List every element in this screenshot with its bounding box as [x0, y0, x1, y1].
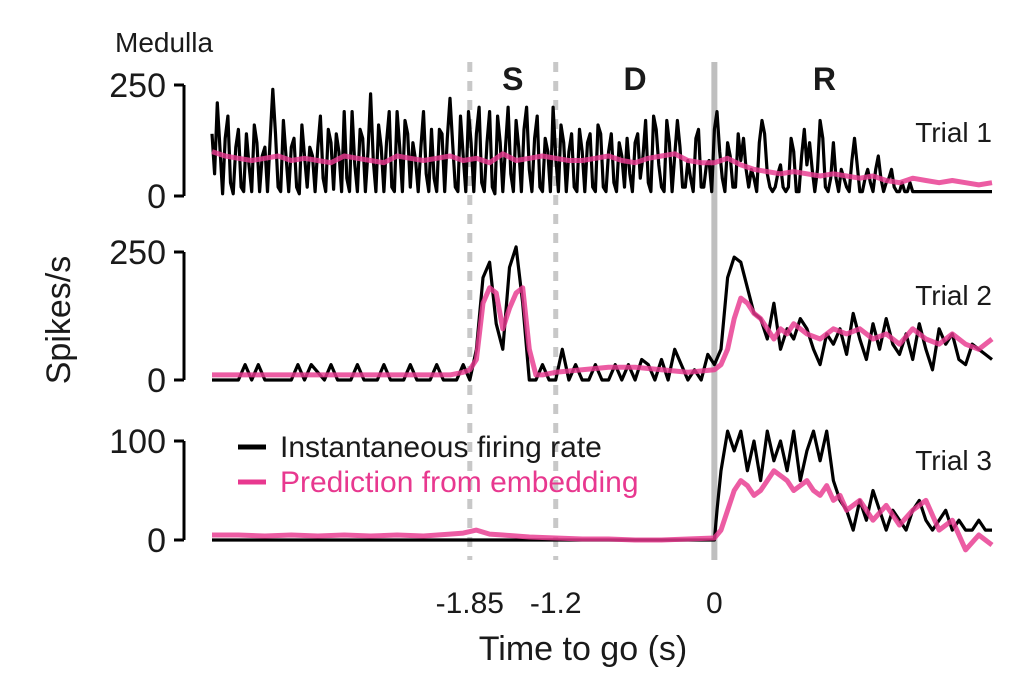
y-tick-label: 0: [147, 362, 166, 400]
series-line-predicted: [211, 149, 993, 188]
x-axis-ticks: -1.85 -1.2 0: [436, 587, 723, 620]
x-tick-label: 0: [706, 587, 723, 620]
legend-label-predicted: Prediction from embedding: [280, 466, 639, 499]
series-line-predicted: [212, 468, 994, 553]
y-tick-label: 100: [109, 423, 166, 461]
x-tick-label: -1.85: [436, 587, 504, 620]
x-axis-label: Time to go (s): [479, 630, 687, 668]
legend: Instantaneous firing rate Prediction fro…: [238, 431, 639, 499]
epoch-label-s: S: [502, 61, 523, 97]
trial-label: Trial 3: [915, 445, 992, 476]
y-axis-label: Spikes/s: [40, 256, 78, 385]
epoch-label-r: R: [813, 61, 836, 97]
trial-label: Trial 1: [915, 117, 992, 148]
y-tick-label: 0: [147, 178, 166, 216]
y-tick-label: 0: [147, 522, 166, 560]
chart-title: Medulla: [115, 27, 213, 58]
series-line-observed: [212, 429, 992, 542]
y-tick-label: 250: [109, 67, 166, 105]
epoch-label-d: D: [623, 61, 646, 97]
legend-label-observed: Instantaneous firing rate: [280, 431, 602, 464]
panel-trial-1: 0 250 Trial 1: [109, 67, 993, 216]
series-line-predicted: [212, 285, 994, 378]
panel-trial-2: 0 250 Trial 2: [109, 234, 994, 400]
series-line-observed: [210, 87, 992, 196]
x-tick-label: -1.2: [530, 587, 582, 620]
series-line-observed: [212, 245, 993, 382]
y-tick-label: 250: [109, 234, 166, 272]
trial-label: Trial 2: [915, 280, 992, 311]
panel-trial-3: 0 100 Trial 3: [109, 423, 994, 560]
